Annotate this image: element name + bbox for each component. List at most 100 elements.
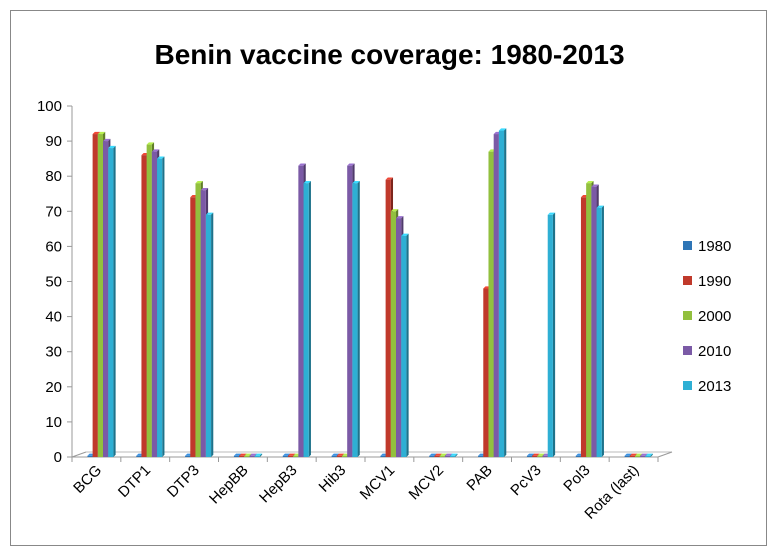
- bar-2010-rota-last-: [640, 455, 646, 457]
- bar-side: [259, 453, 263, 457]
- bar-2000-mcv1: [390, 211, 397, 457]
- bar-top: [624, 453, 632, 456]
- bar-1980-mcv2: [429, 455, 435, 457]
- bar-2010-hib3: [347, 165, 353, 458]
- bar-top: [596, 205, 604, 208]
- bar-2000-mcv2: [439, 455, 445, 457]
- bar-2013-pcv3: [547, 214, 553, 457]
- bar-side: [113, 145, 116, 458]
- legend-label-1990: 1990: [698, 273, 731, 290]
- bar-top: [108, 145, 116, 149]
- bar-2013-hepbb: [254, 455, 260, 457]
- y-tick-label: 100: [37, 98, 62, 115]
- bar-top: [103, 138, 111, 142]
- bar-top: [287, 453, 296, 456]
- bar-2000-dtp3: [195, 183, 201, 457]
- bar-top: [439, 453, 448, 456]
- bar-2000-hepbb: [244, 455, 250, 457]
- y-tick-label: 10: [45, 414, 62, 431]
- bar-top: [401, 233, 409, 236]
- x-tick-label: PcV3: [507, 462, 544, 499]
- bar-top: [97, 131, 106, 135]
- bar-side: [601, 205, 604, 457]
- bar-2010-pab: [493, 134, 499, 457]
- bar-2013-mcv2: [450, 455, 456, 457]
- bar-top: [303, 181, 311, 184]
- x-tick-label: HepB3: [256, 462, 300, 506]
- bar-top: [547, 212, 556, 215]
- bar-1990-hepb3: [287, 455, 294, 457]
- bar-side: [308, 181, 311, 457]
- bar-side: [211, 212, 214, 457]
- bar-top: [640, 453, 648, 456]
- bar-2000-hib3: [341, 455, 348, 457]
- x-tick-label: Pol3: [560, 462, 593, 495]
- bar-top: [645, 453, 653, 456]
- legend-label-2013: 2013: [698, 378, 731, 395]
- bar-top: [205, 212, 214, 215]
- bar-2010-pcv3: [542, 455, 548, 457]
- bar-top: [298, 163, 306, 166]
- y-tick-label: 60: [45, 238, 62, 255]
- bar-side: [406, 233, 409, 457]
- x-tick-label: DTP1: [115, 462, 154, 501]
- bar-side: [357, 181, 360, 457]
- bar-1990-pol3: [580, 197, 587, 457]
- legend-swatch-2010: [683, 346, 692, 355]
- bar-2013-hepb3: [303, 183, 309, 457]
- bar-1980-mcv1: [380, 455, 386, 457]
- bar-2000-rota-last-: [634, 455, 641, 457]
- bar-top: [331, 453, 339, 456]
- bar-top: [233, 453, 242, 456]
- bar-top: [537, 453, 545, 456]
- y-tick-label: 20: [45, 379, 62, 396]
- bar-2013-dtp3: [205, 214, 212, 457]
- bar-1980-dtp3: [185, 455, 191, 457]
- bar-top: [244, 453, 252, 456]
- bar-1990-mcv2: [434, 455, 440, 457]
- bar-2010-mcv2: [444, 455, 451, 457]
- bar-1980-dtp1: [136, 455, 142, 457]
- bar-1990-pab: [483, 288, 489, 457]
- bar-top: [92, 131, 101, 135]
- bar-top: [498, 128, 507, 131]
- floor-edge-left: [71, 451, 87, 458]
- y-tick-label: 50: [45, 274, 62, 291]
- x-tick-label: Hib3: [316, 462, 350, 496]
- bar-1980-bcg: [87, 455, 93, 457]
- bar-top: [450, 453, 458, 456]
- bar-1980-hib3: [331, 455, 337, 457]
- bar-top: [396, 216, 404, 219]
- bar-top: [157, 156, 165, 159]
- bar-top: [352, 181, 360, 184]
- bar-2000-dtp1: [146, 144, 152, 458]
- legend-label-1980: 1980: [698, 238, 731, 255]
- bar-2010-dtp1: [151, 151, 158, 457]
- y-tick-label: 40: [45, 309, 62, 326]
- bar-top: [200, 188, 209, 191]
- y-tick-label: 0: [54, 449, 62, 466]
- bar-2010-bcg: [103, 141, 109, 457]
- bar-top: [282, 453, 291, 456]
- bar-1990-bcg: [92, 134, 98, 457]
- x-tick-label: HepBB: [206, 462, 252, 508]
- bar-top: [249, 453, 257, 456]
- bar-top: [526, 453, 535, 456]
- y-tick-label: 70: [45, 203, 62, 220]
- legend-label-2010: 2010: [698, 343, 731, 360]
- legend-swatch-1990: [683, 276, 692, 285]
- bar-top: [390, 209, 399, 212]
- bar-2000-bcg: [97, 134, 104, 457]
- bar-side: [650, 453, 653, 457]
- bar-1990-pcv3: [532, 455, 538, 457]
- bar-side: [552, 212, 556, 457]
- bar-1980-hepbb: [233, 455, 240, 457]
- bar-1980-pol3: [575, 455, 581, 457]
- bar-1980-hepb3: [282, 455, 288, 457]
- bar-side: [162, 156, 165, 457]
- bar-1990-mcv1: [385, 179, 391, 457]
- bar-top: [347, 163, 355, 166]
- y-tick-label: 30: [45, 344, 62, 361]
- bar-side: [455, 453, 458, 457]
- bar-2010-mcv1: [396, 218, 402, 457]
